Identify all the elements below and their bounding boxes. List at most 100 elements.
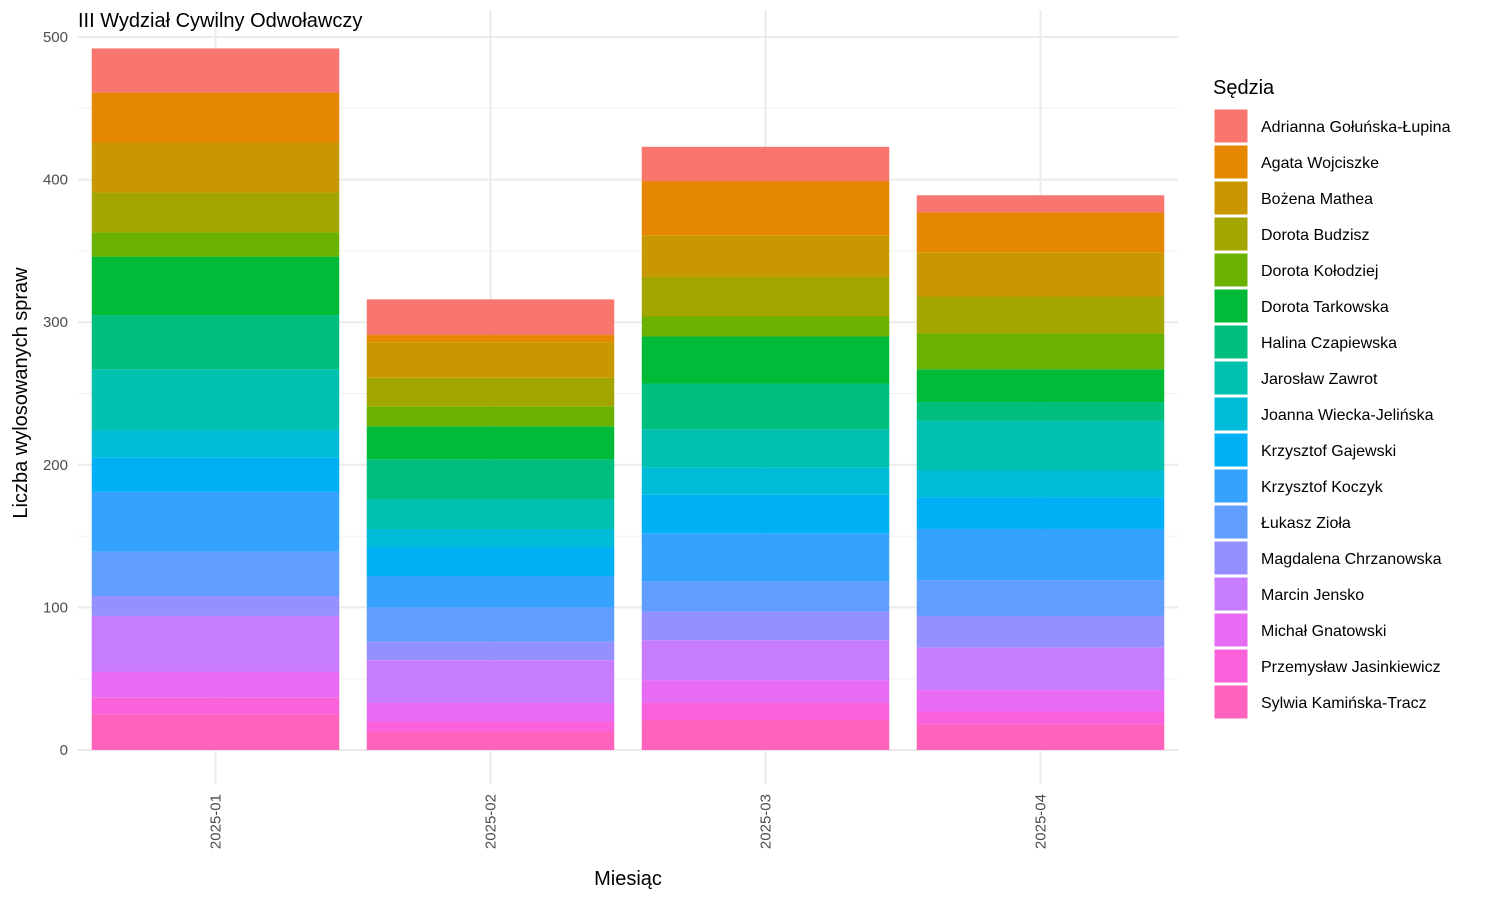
chart-title: III Wydział Cywilny Odwoławczy <box>78 10 362 32</box>
bar-segment <box>91 714 340 750</box>
bar-segment <box>916 296 1165 334</box>
bar-segment <box>641 146 890 182</box>
legend-key <box>1213 108 1249 144</box>
legend-key <box>1213 180 1249 216</box>
bar-segment <box>916 369 1165 403</box>
legend-key <box>1213 360 1249 396</box>
legend: Sędzia Adrianna Gołuńska-Łupina Agata Woj… <box>1213 77 1451 720</box>
legend-label: Agata Wojciszke <box>1261 155 1379 172</box>
bar-segment <box>91 369 340 431</box>
legend-title: Sędzia <box>1213 77 1275 99</box>
legend-label: Sylwia Kamińska-Tracz <box>1261 695 1427 712</box>
legend-label: Dorota Tarkowska <box>1261 299 1389 316</box>
bar-segment <box>916 252 1165 297</box>
legend-key <box>1213 612 1249 648</box>
bar-segment <box>916 724 1165 750</box>
bar-segment <box>366 406 615 427</box>
bar-segment <box>91 142 340 193</box>
legend-key <box>1213 432 1249 468</box>
bar-segment <box>366 721 615 732</box>
legend-key <box>1213 216 1249 252</box>
bar-segment <box>366 731 615 750</box>
x-tick-label: 2025-03 <box>758 794 775 849</box>
bar-segment <box>641 467 890 495</box>
bar-segment <box>91 457 340 492</box>
bar-segment <box>916 195 1165 213</box>
legend-key <box>1213 144 1249 180</box>
legend-label: Halina Czapiewska <box>1261 335 1397 352</box>
bar-segment <box>91 232 340 257</box>
legend-label: Adrianna Gołuńska-Łupina <box>1261 119 1451 136</box>
legend-label: Dorota Kołodziej <box>1261 263 1378 280</box>
bar-segment <box>916 333 1165 370</box>
legend-key <box>1213 648 1249 684</box>
bar-segment <box>91 697 340 715</box>
bar-segment <box>916 711 1165 725</box>
legend-label: Bożena Mathea <box>1261 191 1373 208</box>
bar-segment <box>916 402 1165 421</box>
x-tick-label: 2025-04 <box>1033 794 1050 849</box>
bar-segment <box>916 690 1165 712</box>
bar-segment <box>641 581 890 612</box>
bar-segment <box>366 426 615 460</box>
x-tick-label: 2025-01 <box>208 794 225 849</box>
bar-segment <box>641 702 890 721</box>
bar-segment <box>91 671 340 698</box>
y-axis-title: Liczba wylosowanych spraw <box>10 267 32 519</box>
bar-segment <box>641 276 890 317</box>
x-tick-label: 2025-02 <box>483 794 500 849</box>
legend-key <box>1213 504 1249 540</box>
legend-key <box>1213 324 1249 360</box>
bar-segment <box>641 383 890 430</box>
bar-segment <box>366 459 615 500</box>
bar-segment <box>366 499 615 529</box>
legend-key <box>1213 468 1249 504</box>
y-tick-label: 400 <box>43 172 68 189</box>
bar-segment <box>916 420 1165 471</box>
bar-segment <box>641 640 890 681</box>
bar-segment <box>91 256 340 316</box>
bar-segment <box>641 235 890 277</box>
bar-segment <box>366 342 615 378</box>
bar-segment <box>916 497 1165 529</box>
bar-segment <box>916 615 1165 648</box>
bar-segment <box>916 212 1165 253</box>
bar-segment <box>91 491 340 552</box>
legend-label: Michał Gnatowski <box>1261 623 1386 640</box>
legend-key <box>1213 684 1249 720</box>
y-tick-label: 0 <box>60 742 68 759</box>
legend-label: Jarosław Zawrot <box>1261 371 1378 388</box>
legend-label: Przemysław Jasinkiewicz <box>1261 659 1441 676</box>
bar-segment <box>91 615 340 672</box>
bar-segment <box>91 551 340 596</box>
bar-segment <box>366 547 615 577</box>
legend-label: Dorota Budzisz <box>1261 227 1370 244</box>
bar-segment <box>366 299 615 336</box>
x-axis-ticks: 2025-01 2025-02 2025-03 2025-04 <box>208 794 1050 849</box>
y-tick-label: 300 <box>43 314 68 331</box>
bar-segment <box>641 533 890 582</box>
bar-segment <box>916 470 1165 498</box>
legend-label: Łukasz Zioła <box>1261 515 1351 532</box>
y-tick-label: 500 <box>43 29 68 46</box>
bar-segment <box>641 336 890 384</box>
bars <box>91 48 1165 750</box>
bar-segment <box>916 647 1165 691</box>
bar-segment <box>641 494 890 534</box>
bar-segment <box>91 92 340 143</box>
bar-segment <box>366 702 615 722</box>
bar-segment <box>366 335 615 343</box>
y-tick-label: 200 <box>43 457 68 474</box>
bar-segment <box>366 377 615 407</box>
legend-label: Marcin Jensko <box>1261 587 1364 604</box>
bar-segment <box>641 680 890 703</box>
y-tick-label: 100 <box>43 599 68 616</box>
bar-segment <box>366 641 615 661</box>
bar-segment <box>366 660 615 703</box>
bar-segment <box>641 181 890 236</box>
bar-segment <box>916 580 1165 616</box>
legend-label: Krzysztof Koczyk <box>1261 479 1384 496</box>
bar-segment <box>916 528 1165 581</box>
bar-segment <box>366 528 615 548</box>
